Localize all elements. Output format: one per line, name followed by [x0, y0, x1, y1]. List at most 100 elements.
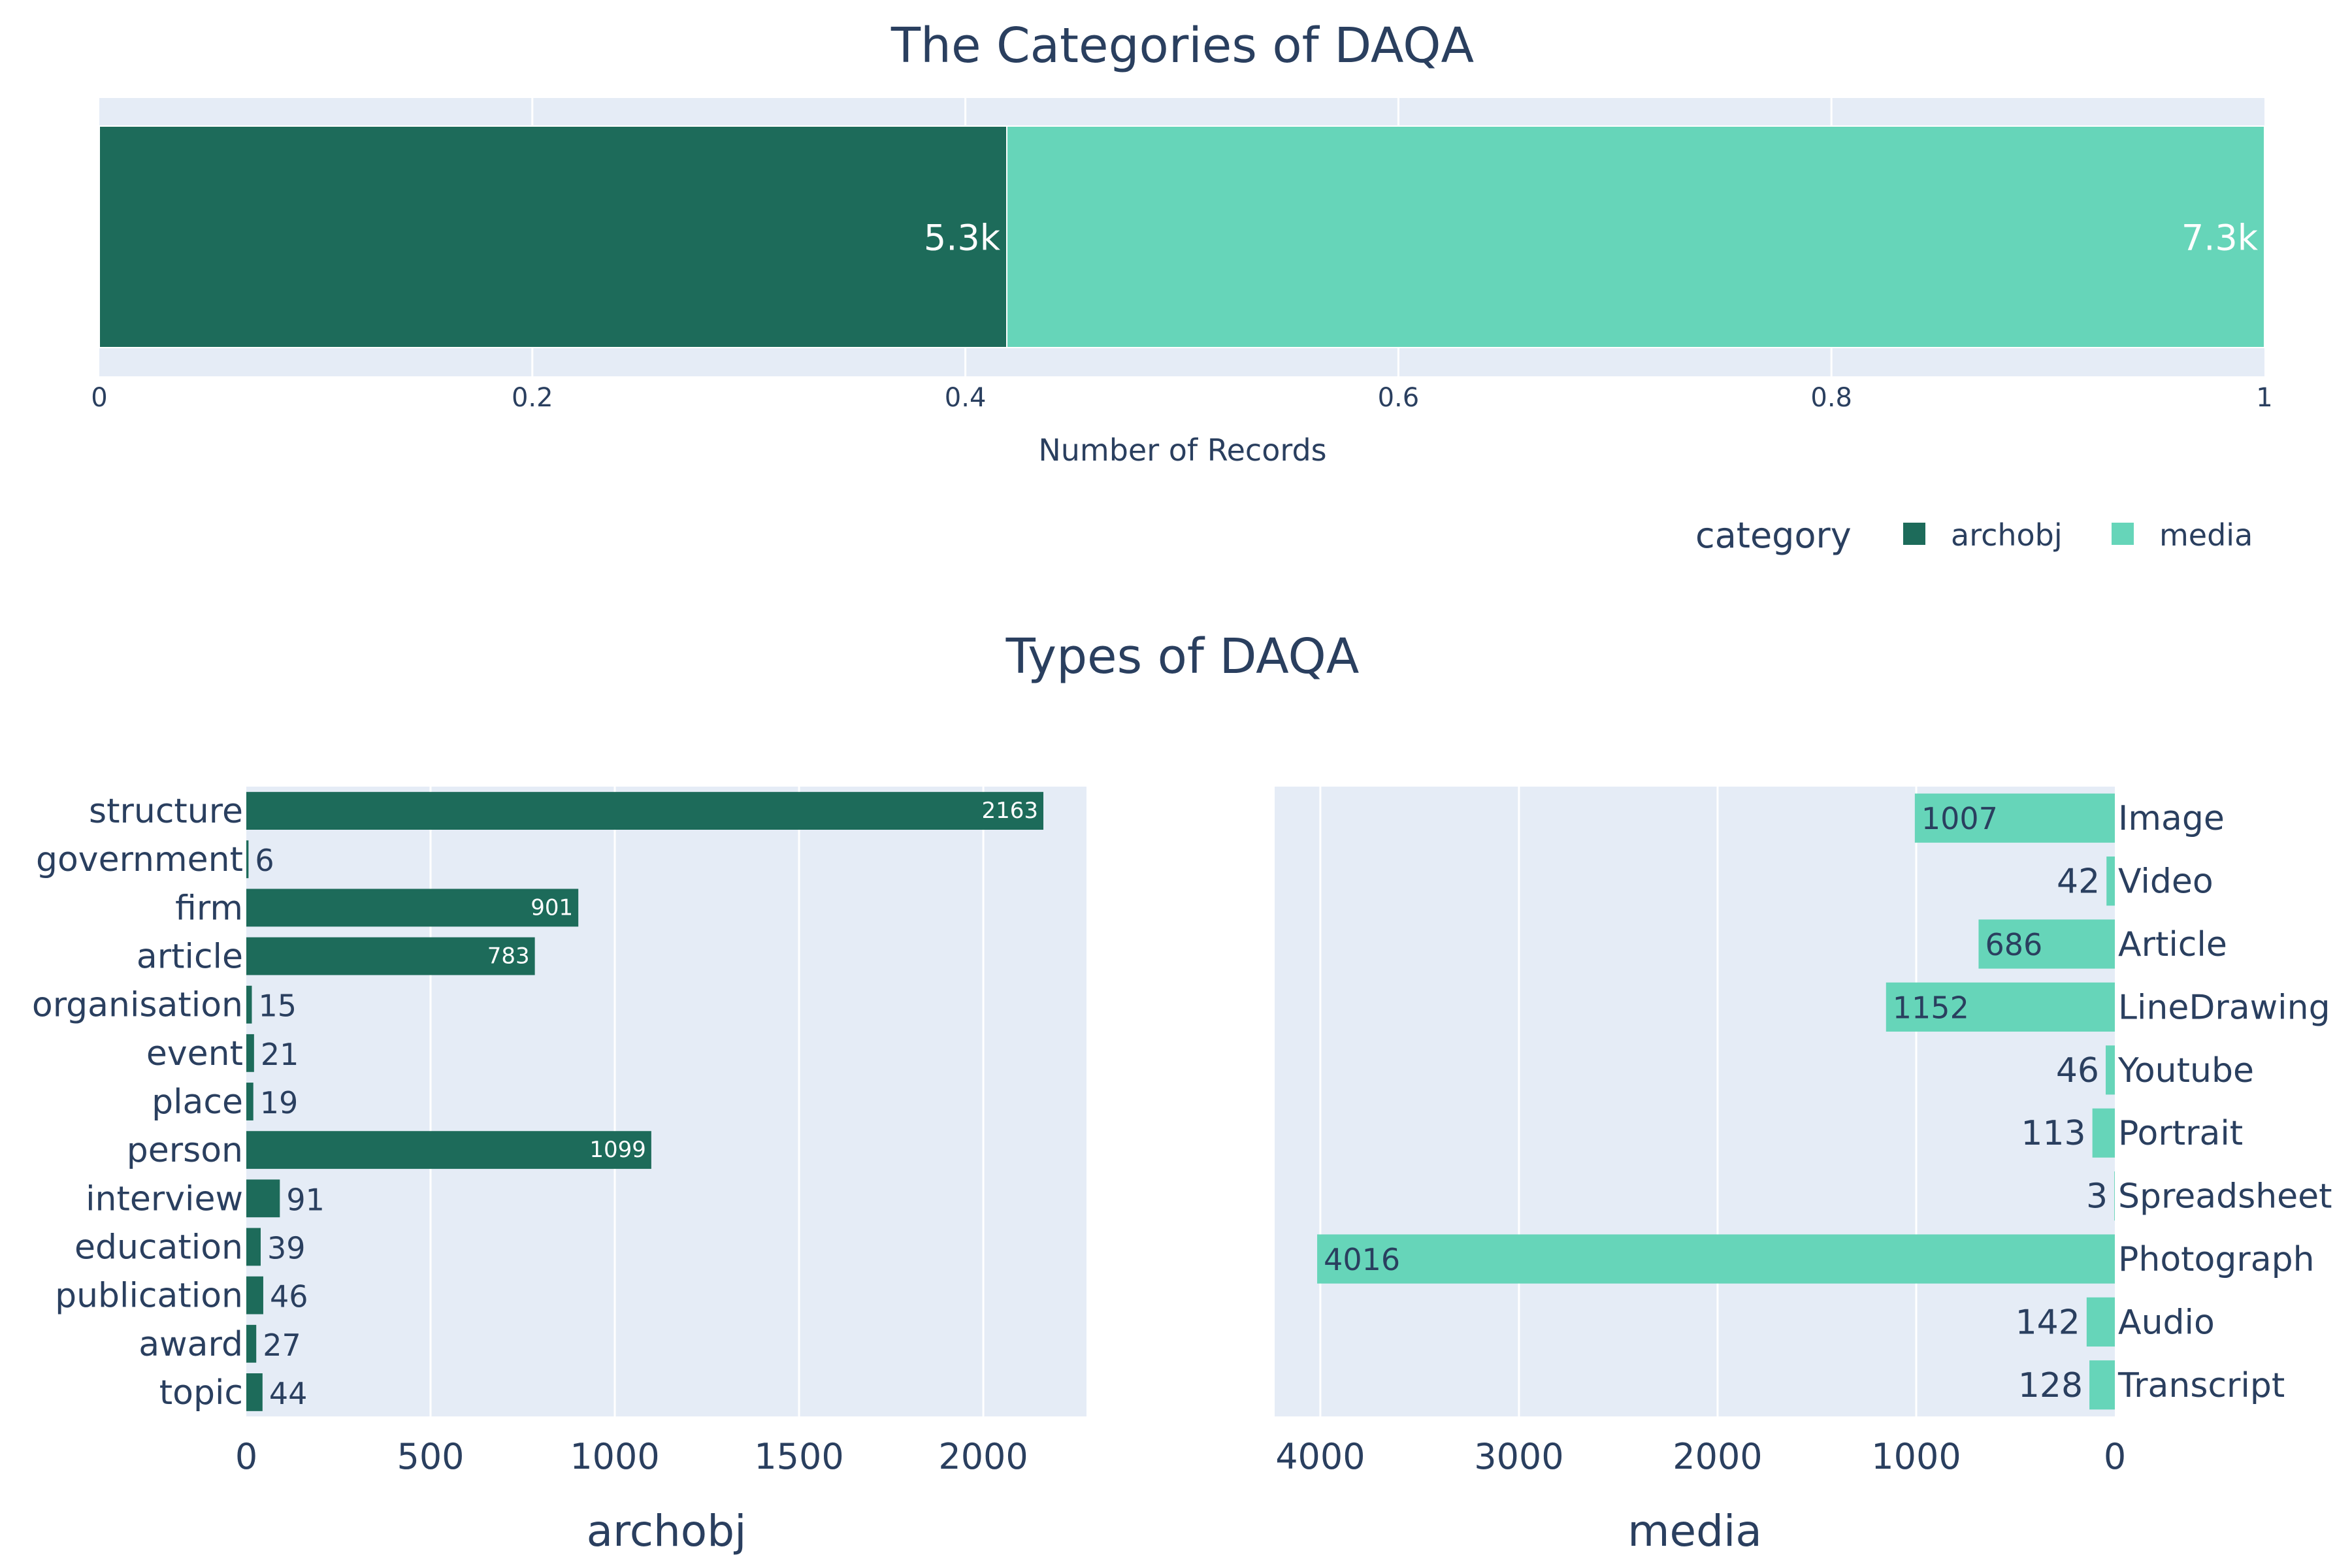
data-label: 46 [270, 1279, 308, 1315]
data-label: 6 [255, 843, 274, 878]
x-tick-label: 3000 [1474, 1436, 1563, 1477]
category-label: article [137, 938, 243, 977]
types-chart-title: Types of DAQA [1005, 629, 1360, 685]
x-tick-label: 1500 [754, 1436, 843, 1477]
bar [246, 1179, 280, 1218]
bar [246, 1083, 253, 1120]
x-tick-label: 0 [91, 383, 107, 413]
bar [1978, 919, 2115, 969]
category-label: Photograph [2118, 1240, 2315, 1279]
x-tick-label: 1 [2256, 383, 2272, 413]
category-label: Article [2118, 925, 2227, 964]
legend-label-media: media [2159, 517, 2253, 553]
category-label: interview [86, 1179, 243, 1218]
data-label: 46 [2056, 1051, 2099, 1090]
legend-title: category [1695, 515, 1852, 556]
data-label: 15 [258, 988, 297, 1024]
x-tick-label: 2000 [1673, 1436, 1762, 1477]
bar [2114, 1171, 2115, 1221]
data-label: 686 [1985, 927, 2042, 962]
data-label: 1099 [589, 1137, 646, 1163]
archobj-types-chart: 0 500 1000 1500 2000 archobj structure 2163 gove… [32, 787, 1086, 1556]
data-label: 113 [2021, 1114, 2085, 1153]
categories-chart: The Categories of DAQA 0 0.2 0.4 0.6 0.8 1 Numb… [91, 18, 2272, 468]
category-label: Image [2118, 799, 2225, 838]
x-tick-label: 1000 [1871, 1436, 1961, 1477]
x-tick-label: 0.6 [1378, 383, 1420, 413]
category-label: Youtube [2117, 1051, 2254, 1090]
x-axis-title: Number of Records [1038, 433, 1326, 468]
bar [1317, 1234, 2115, 1284]
bar [2106, 1045, 2115, 1095]
legend-swatch-archobj [1903, 523, 1925, 545]
x-tick-label: 0 [235, 1436, 257, 1477]
bar [246, 937, 535, 975]
category-label: firm [175, 889, 243, 928]
x-axis-title: archobj [587, 1506, 747, 1556]
bar [2086, 1297, 2115, 1347]
bar [246, 985, 252, 1024]
bar [246, 1276, 263, 1315]
categories-chart-title: The Categories of DAQA [890, 18, 1475, 74]
category-label: government [36, 840, 243, 879]
bar [246, 1131, 651, 1169]
category-label: Spreadsheet [2118, 1177, 2332, 1217]
bar-label: 5.3k [924, 218, 1001, 259]
bar [246, 1034, 254, 1072]
bar [246, 840, 249, 879]
category-label: education [74, 1228, 243, 1267]
bar [246, 889, 579, 927]
data-label: 4016 [1324, 1242, 1400, 1277]
x-tick-label: 2000 [938, 1436, 1028, 1477]
data-label: 142 [2016, 1303, 2080, 1342]
legend-swatch-media [2112, 523, 2134, 545]
bar-archobj [99, 125, 1008, 348]
data-label: 1007 [1921, 801, 1998, 836]
data-label: 44 [269, 1376, 308, 1411]
data-label: 3 [2086, 1177, 2108, 1217]
category-label: place [152, 1083, 243, 1122]
x-axis-title: media [1627, 1506, 1762, 1556]
bar-media [1006, 125, 2265, 348]
data-label: 901 [531, 894, 573, 921]
bar [2092, 1108, 2115, 1158]
x-tick-label: 0.4 [945, 383, 987, 413]
category-label: Portrait [2118, 1114, 2243, 1153]
data-label: 2163 [981, 798, 1038, 824]
data-label: 783 [487, 943, 530, 970]
legend-label-archobj: archobj [1951, 517, 2063, 553]
data-label: 39 [267, 1230, 306, 1266]
bar-label: 7.3k [2181, 218, 2259, 259]
bar [2106, 857, 2115, 906]
category-label: person [127, 1131, 243, 1170]
x-tick-label: 0.8 [1810, 383, 1852, 413]
data-label: 19 [260, 1085, 299, 1120]
bar [246, 792, 1044, 830]
data-label: 91 [286, 1182, 325, 1217]
category-label: Video [2118, 862, 2213, 902]
x-tick-label: 500 [397, 1436, 464, 1477]
data-label: 1152 [1893, 990, 1969, 1025]
bar [2089, 1360, 2115, 1410]
category-label: organisation [32, 986, 243, 1025]
bar [1886, 982, 2115, 1032]
data-label: 42 [2057, 862, 2100, 902]
category-label: LineDrawing [2118, 988, 2330, 1027]
plot-background [1275, 787, 2115, 1416]
x-tick-label: 1000 [570, 1436, 659, 1477]
category-label: Transcript [2117, 1366, 2285, 1405]
category-label: Audio [2118, 1303, 2215, 1342]
data-label: 128 [2018, 1366, 2083, 1405]
x-tick-label: 4000 [1275, 1436, 1365, 1477]
plot-background [246, 787, 1086, 1416]
data-label: 27 [263, 1328, 301, 1363]
category-label: publication [55, 1277, 243, 1316]
category-label: structure [89, 792, 243, 831]
x-tick-label: 0.2 [512, 383, 553, 413]
media-types-chart: 4000 3000 2000 1000 0 media Image 1007 Video 42 Ar… [1275, 787, 2332, 1556]
x-tick-label: 0 [2104, 1436, 2126, 1477]
bar [246, 1373, 263, 1411]
bar [246, 1324, 257, 1363]
data-label: 21 [261, 1037, 299, 1072]
